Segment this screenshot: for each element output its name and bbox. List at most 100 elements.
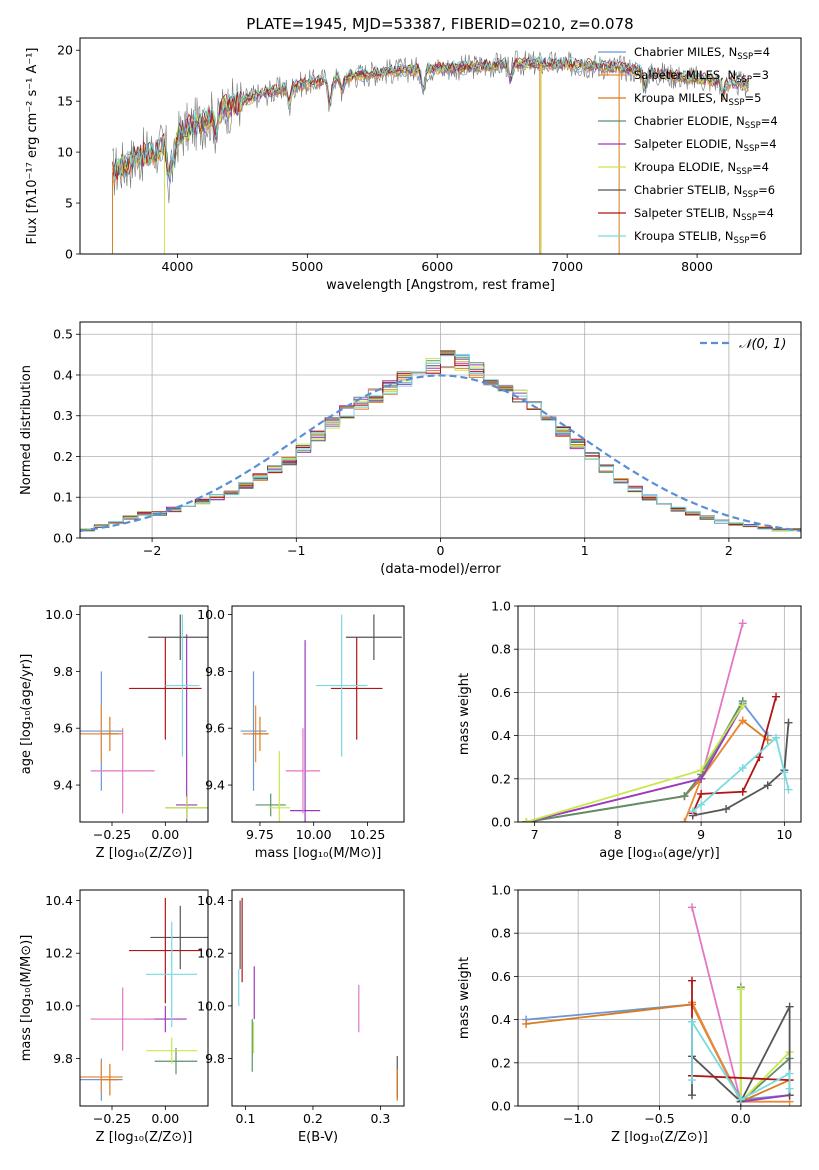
y-tick-label: 10.4	[197, 893, 225, 908]
weight-line	[692, 736, 790, 812]
errorbar-point	[90, 728, 155, 814]
x-axis-label: (data-model)/error	[380, 562, 501, 577]
y-tick-label: 9.4	[53, 778, 73, 793]
x-tick-label: −2	[143, 543, 161, 558]
plot-area	[518, 890, 801, 1106]
weight-marker	[697, 766, 706, 775]
x-tick-label: −1	[287, 543, 305, 558]
y-axis-label: mass weight	[457, 673, 472, 755]
plot-area	[80, 897, 208, 1101]
y-tick-label: 9.8	[205, 1051, 225, 1066]
y-tick-label: 0.4	[53, 367, 73, 382]
y-tick-label: 1.0	[491, 883, 511, 898]
y-tick-label: 0.2	[491, 771, 511, 786]
legend-label: Salpeter ELODIE, NSSP=4	[634, 137, 777, 154]
errorbar-point	[240, 671, 267, 791]
weight-marker	[784, 785, 793, 794]
x-tick-label: 0.0	[731, 1111, 751, 1126]
x-axis-label: mass [log₁₀(M/M⊙)]	[255, 846, 382, 861]
weight-series	[688, 733, 793, 816]
y-tick-label: 9.8	[53, 1051, 73, 1066]
y-tick-label: 10.0	[197, 998, 225, 1013]
weight-marker	[772, 733, 781, 742]
axes-frame	[517, 605, 802, 823]
errorbar-point	[330, 637, 383, 740]
y-tick-label: 15	[57, 94, 73, 109]
y-tick-label: 0.4	[491, 728, 511, 743]
x-axis-label: E(B-V)	[298, 1130, 338, 1145]
weight-marker	[772, 692, 781, 701]
weight-marker	[736, 1095, 745, 1104]
chart-mass-vs-Z: −0.25 0.00 9.8 10.0 10.2 10.4 Z [log₁₀(Z/Z⊙)] m…	[19, 889, 209, 1145]
x-tick-label: 0.00	[151, 1111, 179, 1126]
x-tick-label: 6000	[421, 259, 453, 274]
gaussian-curve	[80, 374, 801, 532]
errorbar-point	[345, 614, 402, 660]
y-tick-label: 10.0	[197, 607, 225, 622]
y-tick-label: 5	[65, 196, 73, 211]
y-tick-label: 9.6	[53, 721, 73, 736]
errorbar-point	[90, 987, 155, 1051]
chart-residuals: −2 −1 0 1 2 0.0 0.1 0.2 0.3 0.4 0.5 (data-model)/er…	[19, 321, 802, 577]
errorbar-point	[80, 1061, 123, 1093]
weight-marker	[785, 1084, 794, 1093]
x-tick-label: 5000	[291, 259, 323, 274]
x-tick-label: 10.25	[350, 827, 386, 842]
y-tick-label: 9.6	[205, 721, 225, 736]
chart-age-vs-mass: 9.75 10.00 10.25 9.4 9.6 9.8 10.0 mass [log₁₀(M…	[197, 605, 405, 861]
chart-weight-vs-Z: −1.0 −0.5 0.0 0.0 0.2 0.4 0.6 0.8 1.0 Z [log₁₀(Z/…	[457, 883, 802, 1145]
x-tick-label: 9.75	[246, 827, 274, 842]
weight-marker	[763, 781, 772, 790]
weight-line	[740, 1094, 790, 1103]
y-tick-label: 0.8	[491, 642, 511, 657]
y-tick-label: 0.0	[491, 815, 511, 830]
errorbar-point	[290, 640, 321, 822]
y-tick-label: 10.0	[45, 998, 73, 1013]
weight-series	[522, 701, 747, 822]
weight-marker	[738, 716, 747, 725]
x-tick-label: −1.0	[563, 1111, 593, 1126]
y-tick-label: 10.2	[45, 946, 73, 961]
y-axis-label: Flux [fλ10⁻¹⁷ erg cm⁻² s⁻¹ A⁻¹]	[25, 48, 40, 245]
model-spectrum	[112, 55, 749, 180]
y-tick-label: 0.8	[491, 926, 511, 941]
weight-line	[739, 989, 791, 1104]
y-tick-label: 0.2	[491, 1055, 511, 1070]
axes-frame	[79, 605, 209, 823]
weight-series	[522, 701, 747, 822]
x-tick-label: 0.00	[151, 827, 179, 842]
x-tick-label: 4000	[162, 259, 194, 274]
y-tick-label: 0.1	[53, 490, 73, 505]
plot-area	[111, 50, 750, 254]
y-axis-label: mass [log₁₀(M/M⊙)]	[19, 935, 34, 1062]
weight-marker	[688, 976, 697, 985]
y-tick-label: 1.0	[491, 599, 511, 614]
y-tick-label: 10.0	[45, 607, 73, 622]
errorbar-point	[154, 1048, 198, 1075]
weight-marker	[722, 805, 731, 814]
weight-series	[736, 985, 794, 1106]
plot-area	[80, 614, 208, 822]
errorbar-point	[101, 1063, 119, 1096]
weight-marker	[780, 768, 789, 777]
y-tick-label: 0.5	[53, 327, 73, 342]
errorbar-point	[148, 614, 208, 660]
axes-frame	[79, 37, 802, 255]
observed-spectrum	[112, 50, 750, 204]
weight-line	[525, 1003, 790, 1103]
weight-marker	[680, 792, 689, 801]
y-axis-label: mass weight	[457, 957, 472, 1039]
x-tick-label: −0.25	[93, 1111, 131, 1126]
legend-label: Salpeter STELIB, NSSP=4	[634, 206, 774, 223]
y-tick-label: 9.8	[53, 664, 73, 679]
x-axis-label: Z [log₁₀(Z/Z⊙)]	[611, 1130, 708, 1145]
y-tick-label: 0	[65, 247, 73, 262]
y-tick-label: 10.2	[197, 946, 225, 961]
axes-frame	[231, 605, 405, 823]
weight-marker	[688, 903, 697, 912]
weight-marker	[785, 1002, 794, 1011]
weight-marker	[688, 1017, 697, 1026]
y-tick-label: 0.2	[53, 449, 73, 464]
errorbar-point	[315, 614, 368, 757]
